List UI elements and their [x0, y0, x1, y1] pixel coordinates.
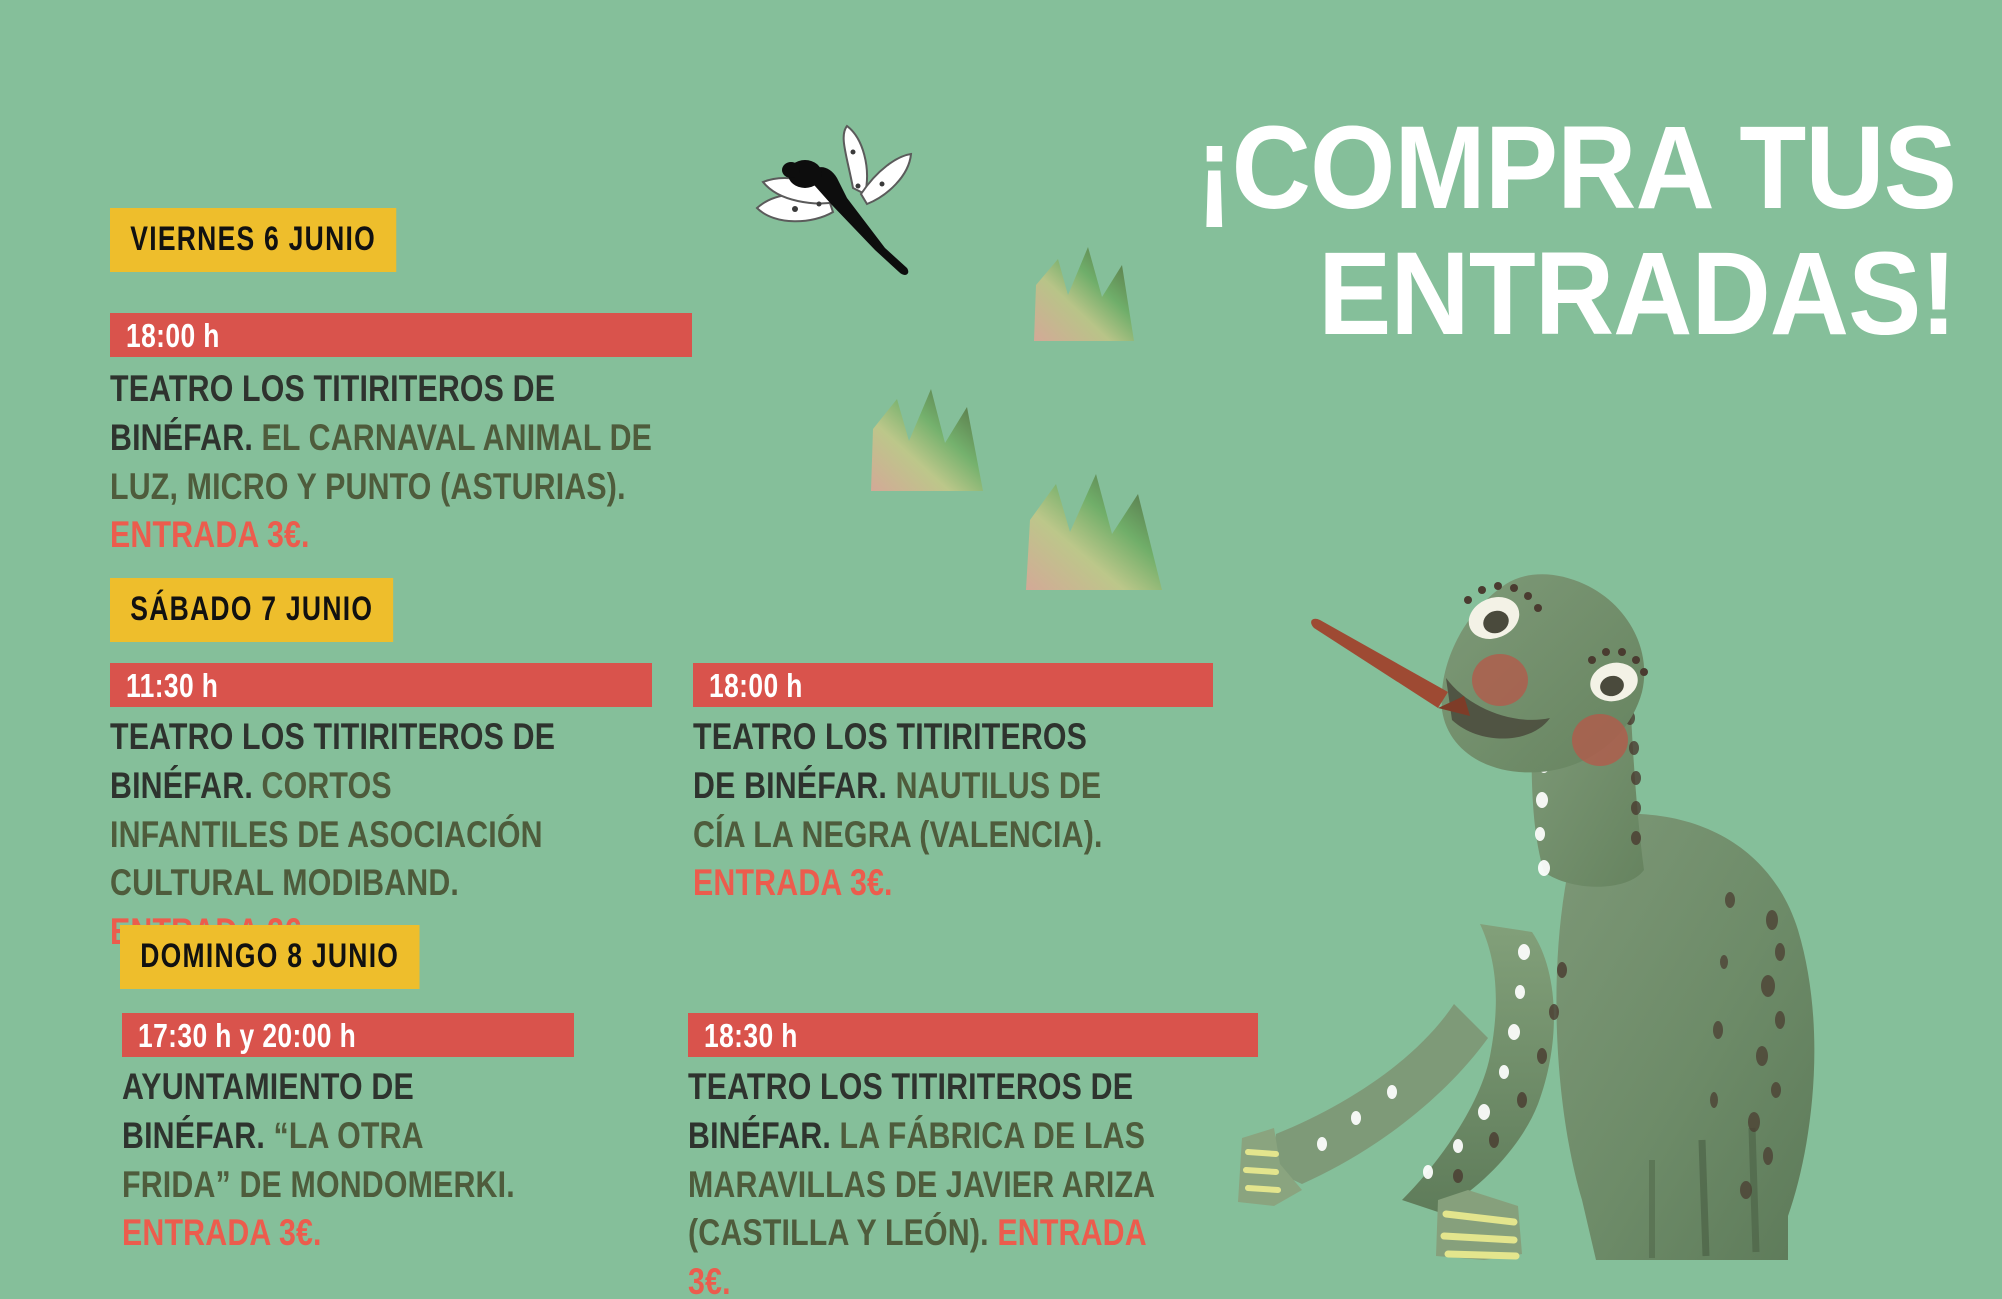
headline: ¡COMPRA TUS ENTRADAS! — [896, 102, 1957, 361]
event-price: ENTRADA 3€. — [693, 862, 893, 904]
headline-line-1: ¡COMPRA TUS — [1196, 102, 1957, 234]
event-company: TEATRO LOS TITIRITEROS DE BINÉFAR. — [693, 716, 1088, 806]
event-show: EL CARNAVAL ANIMAL DE LUZ, MICRO Y PUNTO… — [110, 416, 653, 507]
event-desc-viernes-1800: TEATRO LOS TITIRITEROS DE BINÉFAR. EL CA… — [110, 365, 668, 560]
event-desc-sabado-1130: TEATRO LOS TITIRITEROS DE BINÉFAR. CORTO… — [110, 713, 569, 957]
event-desc-domingo-1830: TEATRO LOS TITIRITEROS DE BINÉFAR. LA FÁ… — [688, 1063, 1164, 1299]
day-chip-domingo: DOMINGO 8 JUNIO — [120, 925, 420, 989]
time-bar-domingo-1730: 17:30 h y 20:00 h — [122, 1013, 574, 1057]
event-show: “LA OTRA FRIDA” DE MONDOMERKI. — [122, 1114, 515, 1205]
frog-puppet-illustration — [1238, 574, 1815, 1260]
time-bar-sabado-1130: 11:30 h — [110, 663, 652, 707]
event-price: ENTRADA 3€. — [122, 1212, 322, 1254]
time-label: 18:00 h — [126, 316, 220, 354]
event-price: ENTRADA 3€. — [110, 514, 310, 556]
event-show: CORTOS INFANTILES DE ASOCIACIÓN CULTURAL… — [110, 764, 543, 904]
event-desc-sabado-1800: TEATRO LOS TITIRITEROS DE BINÉFAR. NAUTI… — [693, 713, 1128, 908]
event-company: TEATRO LOS TITIRITEROS DE BINÉFAR. — [688, 1066, 1134, 1156]
time-label: 18:00 h — [709, 666, 803, 704]
time-label: 18:30 h — [704, 1016, 798, 1054]
event-company: AYUNTAMIENTO DE BINÉFAR. — [122, 1066, 414, 1156]
time-label: 17:30 h y 20:00 h — [138, 1016, 357, 1054]
day-chip-sabado: SÁBADO 7 JUNIO — [110, 578, 394, 642]
time-bar-sabado-1800: 18:00 h — [693, 663, 1213, 707]
time-label: 11:30 h — [126, 666, 219, 704]
time-bar-viernes-1800: 18:00 h — [110, 313, 692, 357]
event-price: ENTRADA 3€. — [688, 1212, 1146, 1299]
event-company: TEATRO LOS TITIRITEROS DE BINÉFAR. — [110, 368, 556, 458]
schedule-column: VIERNES 6 JUNIO 18:00 h TEATRO LOS TITIR… — [110, 208, 1258, 1299]
event-desc-domingo-1730: AYUNTAMIENTO DE BINÉFAR. “LA OTRA FRIDA”… — [122, 1063, 532, 1258]
event-show: NAUTILUS DE CÍA LA NEGRA (VALENCIA). — [693, 764, 1103, 855]
day-chip-viernes: VIERNES 6 JUNIO — [110, 208, 397, 272]
event-show: LA FÁBRICA DE LAS MARAVILLAS DE JAVIER A… — [688, 1114, 1155, 1254]
time-bar-domingo-1830: 18:30 h — [688, 1013, 1258, 1057]
event-company: TEATRO LOS TITIRITEROS DE BINÉFAR. — [110, 716, 556, 806]
headline-line-2: ENTRADAS! — [1318, 228, 1957, 361]
